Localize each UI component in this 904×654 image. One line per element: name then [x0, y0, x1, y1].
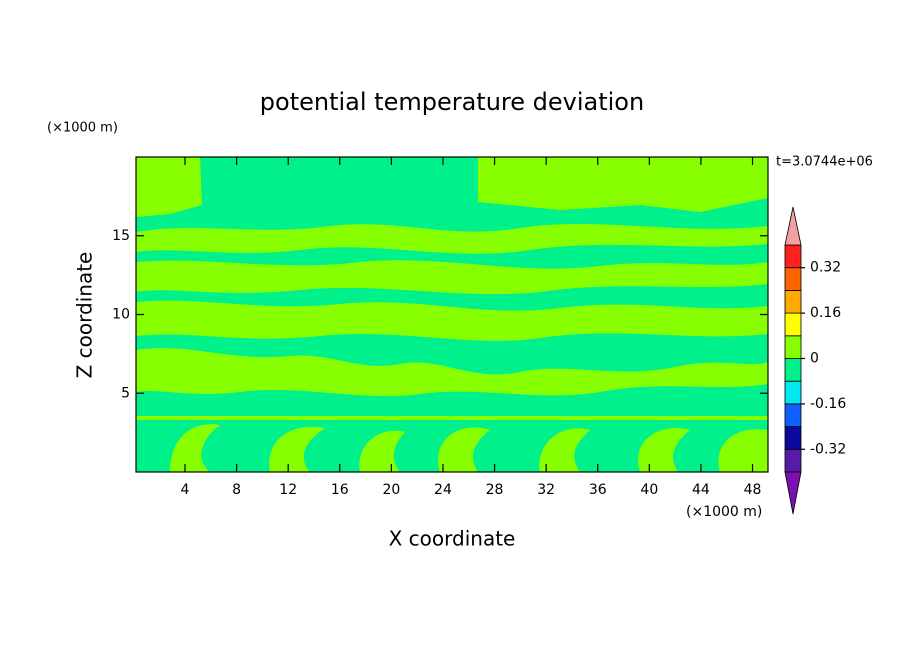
colorbar-tick-label: -0.16 — [810, 396, 846, 412]
y-unit: (×1000 m) — [47, 121, 118, 136]
colorbar-box — [784, 426, 802, 450]
x-tick-label: 36 — [589, 482, 607, 498]
colorbar-box — [784, 403, 802, 427]
x-tick-label: 12 — [279, 482, 297, 498]
x-tick-label: 32 — [537, 482, 555, 498]
x-axis-title: X coordinate — [389, 527, 516, 551]
x-tick-label: 48 — [744, 482, 762, 498]
colorbar-box — [784, 358, 802, 382]
y-tick-label: 10 — [112, 307, 130, 323]
colorbar-box — [784, 335, 802, 359]
x-tick-label: 20 — [382, 482, 400, 498]
colorbar-tick-label: -0.32 — [810, 441, 846, 457]
x-tick-label: 44 — [692, 482, 710, 498]
colorbar-box — [784, 448, 802, 473]
x-tick-label: 24 — [434, 482, 452, 498]
colorbar-box — [784, 289, 802, 314]
colorbar-tick-label: 0 — [810, 351, 819, 367]
colorbar-extend-high — [784, 206, 802, 246]
contour-field — [136, 157, 768, 472]
x-tick-label: 4 — [181, 482, 190, 498]
colorbar-tick-label: 0.32 — [810, 260, 841, 276]
colorbar-box — [784, 380, 802, 405]
colorbar-box — [784, 312, 802, 337]
y-axis-title: Z coordinate — [73, 252, 97, 379]
x-unit: (×1000 m) — [686, 504, 762, 520]
colorbar-extend-low — [784, 471, 802, 515]
colorbar-box — [784, 267, 802, 291]
x-tick-label: 28 — [486, 482, 504, 498]
colorbar-box — [784, 244, 802, 269]
chart-title: potential temperature deviation — [260, 88, 644, 116]
x-tick-label: 40 — [640, 482, 658, 498]
time-label: t=3.0744e+06 — [776, 155, 873, 170]
x-tick-label: 16 — [331, 482, 349, 498]
colorbar-tick-label: 0.16 — [810, 305, 841, 321]
x-tick-label: 8 — [232, 482, 241, 498]
y-tick-label: 5 — [121, 385, 130, 401]
y-tick-label: 15 — [112, 228, 130, 244]
